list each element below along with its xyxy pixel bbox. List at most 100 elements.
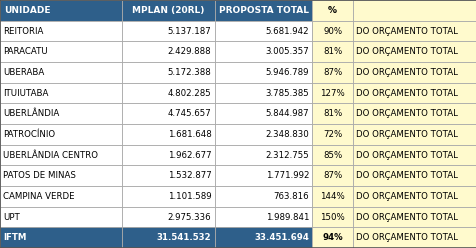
Text: DO ORÇAMENTO TOTAL: DO ORÇAMENTO TOTAL <box>356 109 457 118</box>
Text: %: % <box>327 6 337 15</box>
Bar <box>214 207 312 227</box>
Bar <box>352 62 476 83</box>
Bar <box>352 145 476 165</box>
Text: CAMPINA VERDE: CAMPINA VERDE <box>3 192 75 201</box>
Bar <box>352 124 476 145</box>
Text: 1.532.877: 1.532.877 <box>167 171 211 180</box>
Bar <box>121 103 214 124</box>
Bar <box>0 207 121 227</box>
Text: 2.975.336: 2.975.336 <box>168 213 211 221</box>
Text: DO ORÇAMENTO TOTAL: DO ORÇAMENTO TOTAL <box>356 89 457 97</box>
Bar <box>312 145 352 165</box>
Text: UBERLÂNDIA: UBERLÂNDIA <box>3 109 60 118</box>
Text: 85%: 85% <box>322 151 342 159</box>
Bar <box>312 227 352 248</box>
Text: PATOS DE MINAS: PATOS DE MINAS <box>3 171 76 180</box>
Bar <box>214 0 312 21</box>
Text: PROPOSTA TOTAL: PROPOSTA TOTAL <box>218 6 308 15</box>
Text: 90%: 90% <box>322 27 342 35</box>
Text: 72%: 72% <box>322 130 342 139</box>
Text: 81%: 81% <box>322 47 342 56</box>
Bar <box>352 21 476 41</box>
Text: UBERLÂNDIA CENTRO: UBERLÂNDIA CENTRO <box>3 151 98 159</box>
Text: 1.989.841: 1.989.841 <box>265 213 308 221</box>
Bar <box>312 41 352 62</box>
Text: 5.681.942: 5.681.942 <box>265 27 308 35</box>
Text: UPT: UPT <box>3 213 20 221</box>
Text: IFTM: IFTM <box>3 233 27 242</box>
Text: 4.745.657: 4.745.657 <box>167 109 211 118</box>
Bar <box>0 227 121 248</box>
Bar <box>0 0 121 21</box>
Bar <box>121 145 214 165</box>
Bar <box>0 124 121 145</box>
Text: 1.771.992: 1.771.992 <box>265 171 308 180</box>
Bar <box>312 165 352 186</box>
Bar <box>121 41 214 62</box>
Text: 2.348.830: 2.348.830 <box>265 130 308 139</box>
Bar <box>312 207 352 227</box>
Bar <box>214 227 312 248</box>
Bar <box>352 207 476 227</box>
Text: 87%: 87% <box>322 68 342 77</box>
Text: 1.101.589: 1.101.589 <box>168 192 211 201</box>
Bar <box>352 83 476 103</box>
Text: 3.785.385: 3.785.385 <box>265 89 308 97</box>
Text: DO ORÇAMENTO TOTAL: DO ORÇAMENTO TOTAL <box>356 47 457 56</box>
Text: DO ORÇAMENTO TOTAL: DO ORÇAMENTO TOTAL <box>356 233 457 242</box>
Bar <box>0 186 121 207</box>
Text: 3.005.357: 3.005.357 <box>265 47 308 56</box>
Text: 150%: 150% <box>320 213 344 221</box>
Text: 81%: 81% <box>322 109 342 118</box>
Text: DO ORÇAMENTO TOTAL: DO ORÇAMENTO TOTAL <box>356 130 457 139</box>
Bar <box>121 186 214 207</box>
Bar <box>352 41 476 62</box>
Text: REITORIA: REITORIA <box>3 27 44 35</box>
Bar <box>121 83 214 103</box>
Text: DO ORÇAMENTO TOTAL: DO ORÇAMENTO TOTAL <box>356 171 457 180</box>
Text: 5.137.187: 5.137.187 <box>167 27 211 35</box>
Bar <box>0 62 121 83</box>
Bar <box>121 0 214 21</box>
Bar <box>214 165 312 186</box>
Text: 127%: 127% <box>320 89 344 97</box>
Bar <box>214 83 312 103</box>
Bar <box>312 0 352 21</box>
Text: 1.962.677: 1.962.677 <box>168 151 211 159</box>
Text: 1.681.648: 1.681.648 <box>167 130 211 139</box>
Bar <box>312 62 352 83</box>
Text: DO ORÇAMENTO TOTAL: DO ORÇAMENTO TOTAL <box>356 213 457 221</box>
Bar <box>121 62 214 83</box>
Bar <box>214 62 312 83</box>
Bar <box>0 41 121 62</box>
Bar <box>312 21 352 41</box>
Text: 5.172.388: 5.172.388 <box>167 68 211 77</box>
Text: 5.946.789: 5.946.789 <box>265 68 308 77</box>
Text: DO ORÇAMENTO TOTAL: DO ORÇAMENTO TOTAL <box>356 192 457 201</box>
Text: 144%: 144% <box>320 192 344 201</box>
Bar <box>312 103 352 124</box>
Text: 4.802.285: 4.802.285 <box>167 89 211 97</box>
Bar <box>214 124 312 145</box>
Text: 763.816: 763.816 <box>273 192 308 201</box>
Bar <box>214 21 312 41</box>
Text: 5.844.987: 5.844.987 <box>265 109 308 118</box>
Bar <box>352 103 476 124</box>
Bar <box>352 186 476 207</box>
Bar <box>214 145 312 165</box>
Bar <box>312 83 352 103</box>
Text: UBERABA: UBERABA <box>3 68 44 77</box>
Bar <box>352 227 476 248</box>
Bar <box>0 145 121 165</box>
Text: ITUIUTABA: ITUIUTABA <box>3 89 49 97</box>
Bar <box>121 207 214 227</box>
Bar <box>312 124 352 145</box>
Text: 31.541.532: 31.541.532 <box>156 233 211 242</box>
Text: 94%: 94% <box>322 233 342 242</box>
Bar <box>352 165 476 186</box>
Bar <box>121 227 214 248</box>
Bar <box>214 41 312 62</box>
Text: 33.451.694: 33.451.694 <box>254 233 308 242</box>
Bar <box>121 124 214 145</box>
Bar <box>121 165 214 186</box>
